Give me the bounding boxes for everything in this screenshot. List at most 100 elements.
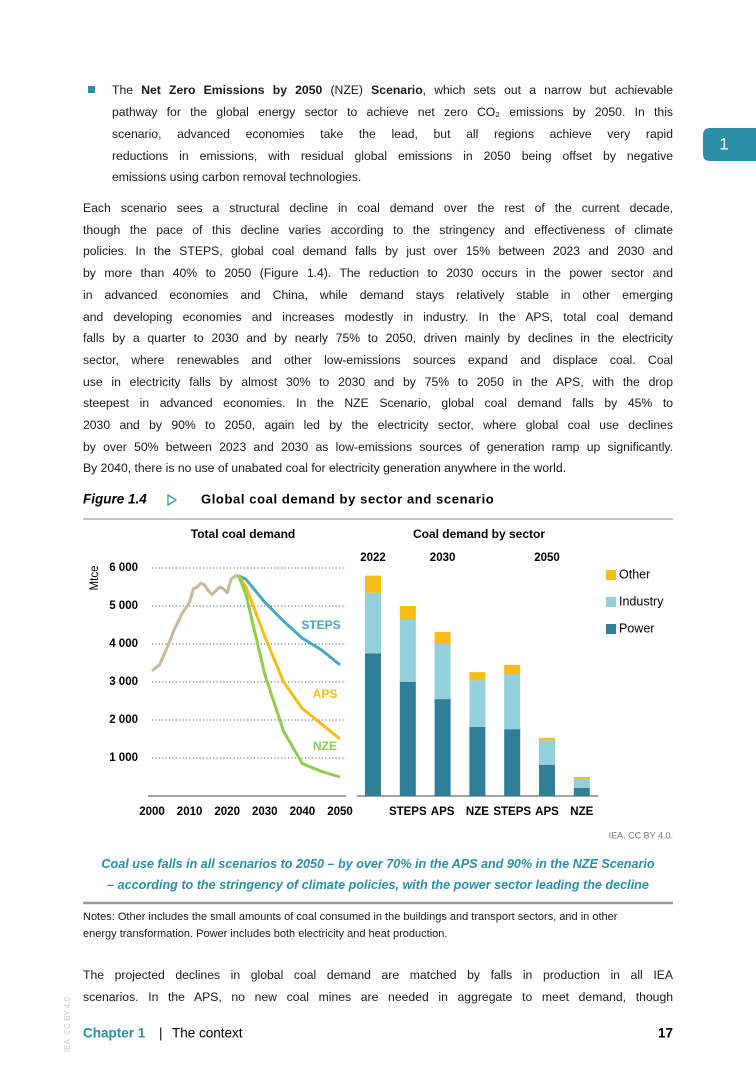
watermark: IEA. CC BY 4.0. xyxy=(63,995,72,1052)
bar-segment xyxy=(434,644,451,700)
bar-segment xyxy=(434,631,451,644)
legend-label: Power xyxy=(619,621,654,635)
body-line: though the pace of this decline varies a… xyxy=(83,222,673,237)
series-label: NZE xyxy=(313,739,337,753)
group-label: 2050 xyxy=(534,552,560,564)
text-run: The xyxy=(112,83,142,97)
bar-segment xyxy=(573,777,590,779)
figure-source: IEA. CC BY 4.0. xyxy=(609,830,673,840)
bar-segment xyxy=(504,729,521,796)
bar-segment xyxy=(504,674,521,730)
text-run: , which sets out a narrow but achievable xyxy=(422,83,674,97)
body-line: and developing economies and increases m… xyxy=(83,309,673,324)
legend-label: Other xyxy=(619,567,650,581)
x-tick-label: NZE xyxy=(466,806,489,818)
side-tab xyxy=(703,128,756,161)
footer-chapter: Chapter 1 xyxy=(83,1026,146,1041)
panel-title: Coal demand by sector xyxy=(413,527,545,541)
body-line: use in electricity falls by almost 30% t… xyxy=(83,374,673,389)
body-line: by over 50% between 2023 and 2030 as low… xyxy=(83,439,673,454)
y-tick-label: 1 000 xyxy=(109,752,138,764)
series-line xyxy=(151,574,239,672)
bullet-marker xyxy=(88,86,95,93)
caption-line: – according to the stringency of climate… xyxy=(107,878,649,892)
bullet-line: scenario, advanced economies take the le… xyxy=(112,126,673,141)
bar-segment xyxy=(399,620,416,682)
bar-segment xyxy=(539,740,555,765)
bar-segment xyxy=(469,672,486,681)
bar-segment xyxy=(399,682,416,796)
text-run: Scenario xyxy=(371,83,423,97)
y-tick-label: 4 000 xyxy=(109,638,138,650)
group-label: 2022 xyxy=(360,552,386,564)
figure-arrow xyxy=(167,493,178,507)
body-line: by more than 40% to 2050 (Figure 1.4). T… xyxy=(83,266,673,281)
series-label: APS xyxy=(313,687,338,701)
x-tick-label: 2000 xyxy=(139,806,165,818)
y-tick-label: 6 000 xyxy=(109,562,138,574)
x-tick-label: 2040 xyxy=(290,806,316,818)
bullet-line: pathway for the global energy sector to … xyxy=(112,105,673,119)
bar-segment xyxy=(539,764,555,796)
panel-title: Total coal demand xyxy=(191,527,295,541)
bar-segment xyxy=(469,726,486,796)
notes-line: Notes: Other includes the small amounts … xyxy=(83,911,618,923)
body-line: in advanced economies and China, while d… xyxy=(83,287,673,302)
x-tick-label: STEPS xyxy=(493,806,531,818)
body-line: policies. In the STEPS, global coal dema… xyxy=(83,244,673,259)
x-tick-label: 2010 xyxy=(177,806,203,818)
legend-swatch xyxy=(606,570,616,580)
series-line xyxy=(237,575,341,779)
y-tick-label: 2 000 xyxy=(109,714,138,726)
footer-separator: | xyxy=(159,1026,163,1041)
bar-segment xyxy=(434,699,451,796)
group-label: 2030 xyxy=(430,552,456,564)
bar-segment xyxy=(539,737,555,741)
body-line: 2030 and by 90% to 2050, again led by th… xyxy=(83,418,673,432)
x-tick-label: 2050 xyxy=(327,806,353,818)
page-number: 17 xyxy=(658,1026,673,1041)
caption-line: Coal use falls in all scenarios to 2050 … xyxy=(101,857,655,871)
bar-segment xyxy=(365,653,381,796)
legend-swatch xyxy=(606,624,616,634)
body-line: The projected declines in global coal de… xyxy=(83,968,673,982)
figure-number: Figure 1.4 xyxy=(83,492,147,507)
bar-segment xyxy=(469,680,486,727)
figure-title: Global coal demand by sector and scenari… xyxy=(201,491,494,506)
y-tick-label: 5 000 xyxy=(109,600,138,612)
footer-section: The context xyxy=(172,1026,243,1041)
body-line: falls by a quarter to 2030 and by nearly… xyxy=(83,331,673,346)
legend-swatch xyxy=(606,597,616,607)
body-line: Each scenario sees a structural decline … xyxy=(83,201,673,215)
x-tick-label: 2020 xyxy=(214,806,240,818)
body-line: By 2040, there is no use of unabated coa… xyxy=(83,461,567,476)
bar-segment xyxy=(365,592,381,654)
series-label: STEPS xyxy=(301,618,340,632)
bar-segment xyxy=(573,788,590,796)
legend-label: Industry xyxy=(619,594,664,608)
x-tick-label: APS xyxy=(535,806,559,818)
y-axis-label: Mtce xyxy=(89,566,101,591)
y-tick-label: 3 000 xyxy=(109,676,138,688)
text-run: Net Zero Emissions by 2050 xyxy=(141,83,323,97)
side-tab-number: 1 xyxy=(719,134,728,153)
x-tick-label: 2030 xyxy=(252,806,278,818)
x-tick-label: STEPS xyxy=(389,806,427,818)
body-line: steepest in advanced economies. In the N… xyxy=(83,396,673,411)
bar-segment xyxy=(573,778,590,789)
body-line: sector, where renewables and other low-e… xyxy=(83,352,673,367)
notes-line: energy transformation. Power includes bo… xyxy=(83,928,448,940)
bullet-line: The Net Zero Emissions by 2050 (NZE) Sce… xyxy=(112,80,673,100)
bar-segment xyxy=(399,606,416,621)
x-tick-label: APS xyxy=(431,806,455,818)
series-line xyxy=(237,574,341,667)
bar-segment xyxy=(504,664,521,675)
bar-segment xyxy=(365,575,381,593)
x-tick-label: NZE xyxy=(570,806,593,818)
bullet-line: reductions in emissions, with residual g… xyxy=(112,148,673,163)
body-line: scenarios. In the APS, no new coal mines… xyxy=(83,989,673,1004)
bullet-line: emissions using carbon removal technolog… xyxy=(112,170,362,185)
text-run: (NZE) xyxy=(322,83,372,97)
